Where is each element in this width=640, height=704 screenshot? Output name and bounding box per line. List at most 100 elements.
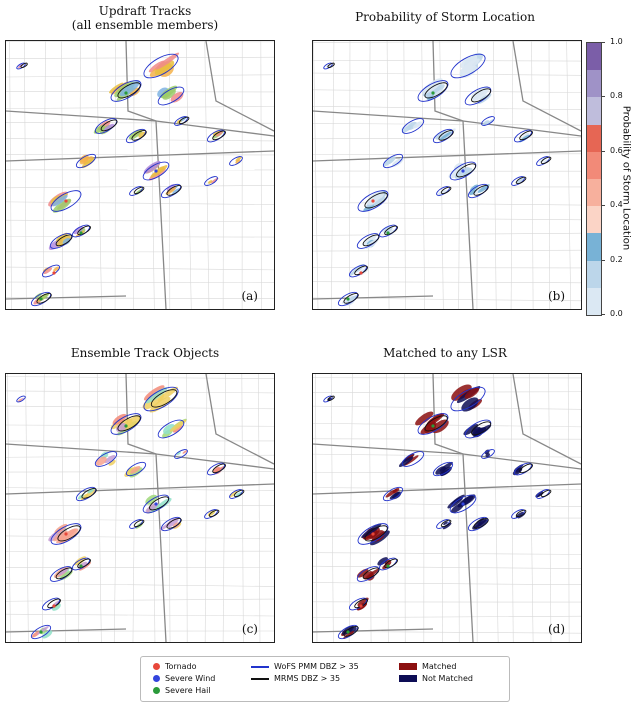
storm-swath bbox=[357, 597, 369, 607]
wofs-contour bbox=[110, 413, 142, 435]
county-line bbox=[368, 41, 371, 309]
mrms-contour bbox=[212, 130, 226, 141]
county-line bbox=[441, 374, 443, 642]
wofs-contour bbox=[143, 53, 179, 79]
county-line bbox=[6, 583, 274, 587]
panel-a-label: (a) bbox=[241, 289, 258, 303]
severe-wind-marker bbox=[153, 675, 160, 682]
lsr-report bbox=[64, 532, 68, 536]
storm-swath bbox=[362, 235, 377, 246]
state-border bbox=[6, 443, 157, 455]
colorbar-tick-mark bbox=[601, 96, 605, 98]
storm-swath bbox=[18, 398, 22, 402]
storm-swath bbox=[145, 387, 168, 404]
county-line bbox=[6, 390, 274, 394]
state-border bbox=[512, 374, 581, 465]
county-lines bbox=[313, 374, 581, 642]
storm-swath bbox=[42, 630, 53, 639]
storm-swath bbox=[104, 454, 116, 464]
panel-a-title: Updraft Tracks (all ensemble members) bbox=[71, 4, 219, 32]
storm-swath bbox=[150, 165, 168, 178]
severe-hail-marker bbox=[153, 687, 160, 694]
mrms-contour bbox=[362, 234, 380, 247]
storm-swath bbox=[485, 452, 490, 458]
county-line bbox=[96, 41, 102, 309]
county-line bbox=[204, 41, 210, 309]
county-line bbox=[258, 374, 261, 642]
wofs-contour bbox=[357, 190, 389, 212]
lsr-report bbox=[52, 604, 56, 608]
state-border bbox=[6, 295, 127, 300]
state-borders bbox=[6, 41, 274, 309]
storm-swath bbox=[215, 130, 223, 137]
county-lines bbox=[6, 374, 274, 642]
state-border bbox=[125, 374, 167, 642]
county-line bbox=[313, 232, 581, 236]
wofs-contour bbox=[401, 118, 425, 134]
storm-swath bbox=[211, 177, 219, 184]
storm-swath bbox=[471, 426, 481, 435]
colorbar-tick-label: 0.0 bbox=[610, 309, 623, 318]
county-line bbox=[548, 41, 551, 309]
county-line bbox=[6, 376, 274, 379]
lsr-report bbox=[154, 502, 158, 506]
county-line bbox=[6, 613, 274, 617]
county-line bbox=[186, 374, 188, 642]
state-border bbox=[313, 110, 464, 122]
county-line bbox=[6, 41, 274, 43]
county-line bbox=[313, 41, 581, 43]
legend-wofs: WoFS PMM DBZ > 35 bbox=[251, 662, 359, 671]
storm-swath bbox=[413, 121, 422, 129]
wofs-contour bbox=[157, 419, 185, 439]
county-line bbox=[185, 41, 192, 309]
lsr-report bbox=[346, 297, 350, 301]
wofs-contour bbox=[401, 451, 425, 467]
storm-swath bbox=[347, 295, 358, 304]
panel-c-title: Ensemble Track Objects bbox=[70, 346, 220, 360]
mrms-contour bbox=[364, 525, 388, 542]
legend-mrms: MRMS DBZ > 35 bbox=[251, 674, 340, 683]
lsr-reports bbox=[39, 424, 158, 634]
colorbar-tick-mark bbox=[601, 42, 605, 43]
county-line bbox=[7, 374, 11, 642]
county-line bbox=[385, 374, 389, 642]
state-border bbox=[313, 150, 581, 162]
storm-swath bbox=[53, 530, 68, 542]
storm-swath bbox=[165, 186, 176, 195]
lsr-reports bbox=[346, 91, 465, 301]
lsr-report bbox=[39, 630, 43, 634]
storm-swath bbox=[95, 456, 107, 466]
mrms-contour bbox=[424, 82, 448, 99]
storm-swath bbox=[235, 156, 242, 162]
storm-swath bbox=[163, 423, 176, 435]
county-line bbox=[331, 41, 335, 309]
colorbar-segment bbox=[587, 233, 601, 261]
storm-swath bbox=[172, 188, 181, 195]
county-line bbox=[61, 41, 64, 309]
storm-swaths bbox=[326, 53, 549, 306]
lsr-report bbox=[52, 271, 56, 275]
legend-tornado: Tornado bbox=[153, 662, 197, 671]
county-line bbox=[313, 405, 581, 410]
storm-swath bbox=[365, 568, 380, 579]
storm-swath bbox=[366, 190, 385, 205]
lsr-report bbox=[371, 532, 375, 536]
mrms-contour bbox=[36, 293, 52, 304]
storm-swath bbox=[81, 158, 95, 169]
state-borders bbox=[6, 374, 274, 642]
mrms-contour bbox=[438, 130, 454, 141]
storm-swath bbox=[155, 52, 180, 70]
reflectivity-contours bbox=[323, 386, 552, 640]
wofs-contour bbox=[110, 80, 142, 102]
mrms-contour bbox=[166, 518, 182, 529]
storm-swath bbox=[84, 489, 96, 498]
colorbar-tick-label: 1.0 bbox=[610, 37, 623, 46]
storm-swath bbox=[43, 267, 53, 275]
mrms-contour bbox=[364, 192, 388, 209]
lsr-report bbox=[359, 271, 363, 275]
county-line bbox=[403, 41, 406, 309]
panel-b-title: Probability of Storm Location bbox=[355, 10, 535, 24]
wofs-contour bbox=[229, 156, 243, 166]
mrms-contour bbox=[456, 163, 477, 178]
wofs-contour bbox=[417, 80, 449, 102]
